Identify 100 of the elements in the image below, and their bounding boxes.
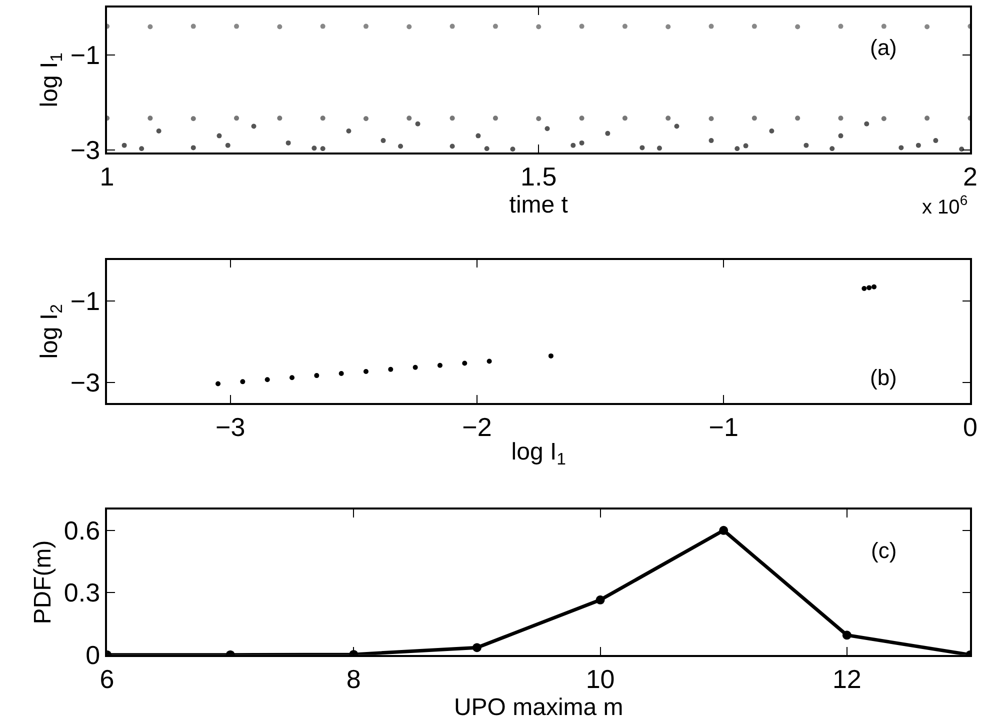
point — [363, 116, 368, 122]
point — [838, 133, 844, 138]
point — [380, 138, 386, 144]
x-axis-title: log I$_{1}$ — [511, 438, 566, 469]
point — [139, 146, 144, 152]
point — [338, 371, 344, 376]
point — [536, 116, 542, 122]
point — [838, 116, 844, 121]
x-tick-label: 0 — [962, 412, 978, 442]
x-tick-label: 2 — [962, 161, 978, 192]
point — [415, 121, 420, 126]
point — [320, 24, 326, 29]
point — [363, 368, 368, 374]
y-tick-label: −1 — [70, 40, 100, 70]
point — [486, 358, 492, 364]
point — [579, 24, 584, 29]
point — [156, 128, 162, 134]
point — [122, 142, 127, 148]
point — [314, 373, 320, 378]
point — [548, 353, 554, 358]
point — [804, 142, 809, 148]
y-tick-label: 0.3 — [64, 578, 100, 608]
point — [312, 146, 317, 151]
point — [674, 124, 680, 129]
y-axis-title: PDF(m) — [30, 540, 57, 624]
point — [708, 24, 714, 29]
point — [924, 24, 930, 30]
point — [190, 145, 196, 150]
point — [570, 142, 576, 148]
point — [492, 24, 498, 29]
point — [872, 284, 877, 290]
point — [916, 142, 921, 148]
x-axis-title: UPO maxima m — [454, 694, 624, 721]
annotation: (b) — [870, 365, 897, 390]
point — [277, 116, 282, 121]
point — [866, 285, 872, 290]
point — [406, 24, 412, 30]
point — [437, 362, 442, 368]
point — [881, 24, 886, 29]
point — [933, 138, 938, 144]
point — [492, 116, 498, 121]
point — [148, 24, 153, 30]
point — [290, 375, 295, 380]
point — [450, 144, 455, 149]
x-tick-label: 12 — [832, 664, 862, 694]
point — [838, 24, 844, 29]
x-tick-label: 10 — [586, 664, 615, 694]
y-tick-label: −3 — [70, 368, 100, 398]
point — [320, 116, 326, 121]
point — [240, 379, 246, 384]
x-tick-label: 8 — [346, 664, 361, 694]
point — [752, 116, 757, 121]
y-tick-label: 0 — [86, 640, 100, 670]
point — [216, 381, 221, 386]
point — [640, 145, 645, 150]
annotation: (c) — [871, 538, 897, 563]
point — [708, 138, 714, 144]
point — [148, 116, 153, 121]
point — [286, 140, 291, 146]
x-tick-label: 1 — [100, 161, 114, 192]
point — [412, 364, 418, 370]
point — [830, 146, 835, 152]
point — [234, 24, 240, 29]
point — [752, 24, 757, 29]
point — [898, 145, 904, 150]
point — [666, 24, 671, 30]
point — [216, 133, 222, 138]
point — [406, 116, 412, 121]
point — [862, 286, 867, 292]
point — [484, 146, 490, 152]
x-tick-label: −3 — [216, 412, 246, 442]
point — [346, 128, 352, 134]
point — [708, 116, 714, 122]
point — [225, 142, 230, 148]
point — [190, 24, 196, 29]
point — [769, 128, 774, 134]
x-tick-label: −1 — [708, 412, 738, 442]
point — [234, 116, 240, 121]
point — [924, 116, 930, 121]
point — [190, 116, 196, 122]
y-tick-label: 0.6 — [64, 515, 100, 546]
point — [622, 24, 628, 29]
point — [734, 146, 740, 152]
y-tick-label: −3 — [70, 135, 100, 166]
point — [596, 595, 605, 604]
point — [881, 116, 886, 122]
point — [510, 146, 516, 152]
point — [743, 143, 748, 148]
point — [450, 24, 455, 29]
x-tick-label: 1.5 — [520, 161, 557, 192]
point — [544, 126, 550, 132]
y-tick-label: −1 — [70, 286, 100, 316]
point — [363, 24, 368, 29]
point — [462, 360, 468, 366]
point — [579, 116, 584, 121]
point — [264, 377, 270, 382]
x-axis-title: time t — [509, 191, 568, 218]
point — [536, 24, 542, 30]
point — [795, 116, 800, 121]
point — [605, 130, 610, 136]
